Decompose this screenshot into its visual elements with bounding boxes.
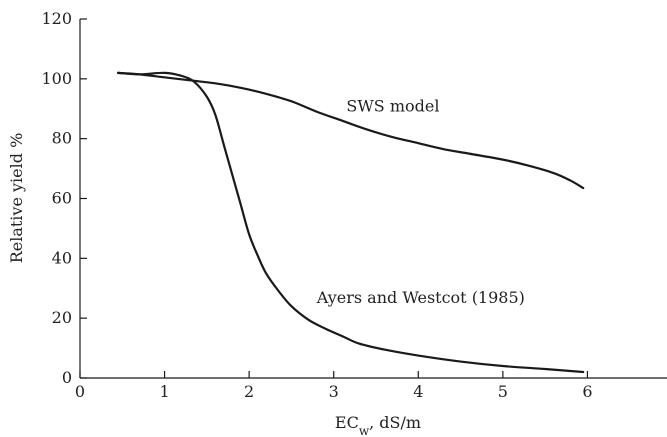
x-ticks: 01234567 (75, 371, 667, 401)
x-tick-label: 5 (498, 382, 508, 401)
annotation-label: Ayers and Westcot (1985) (316, 288, 525, 307)
y-tick-label: 20 (52, 308, 72, 327)
y-tick-label: 80 (52, 129, 72, 148)
y-axis-title: Relative yield % (7, 133, 26, 264)
series-group (116, 71, 585, 374)
x-axis-title-main: EC (335, 413, 359, 432)
x-tick-label: 0 (75, 382, 85, 401)
annotation-label: SWS model (346, 97, 439, 116)
x-tick-label: 4 (413, 382, 423, 401)
y-tick-label: 120 (41, 9, 72, 28)
x-axis-title: ECw, dS/m (335, 413, 421, 437)
x-tick-label: 1 (159, 382, 169, 401)
x-tick-label: 6 (582, 382, 592, 401)
y-ticks: 0 20 40 60 80 100 120 (41, 9, 87, 387)
x-tick-label: 3 (329, 382, 339, 401)
x-axis-title-sub: w (359, 424, 370, 437)
x-tick-label: 2 (244, 382, 254, 401)
y-tick-label: 0 (62, 368, 72, 387)
y-tick-label: 60 (52, 189, 72, 208)
series-line-ayers-westcot (116, 71, 585, 374)
y-tick-label: 100 (41, 69, 72, 88)
x-axis-title-rest: , dS/m (369, 413, 421, 432)
y-tick-label: 40 (52, 248, 72, 267)
annotations: SWS model Ayers and Westcot (1985) (316, 97, 525, 307)
series-line-sws-model (116, 71, 585, 190)
